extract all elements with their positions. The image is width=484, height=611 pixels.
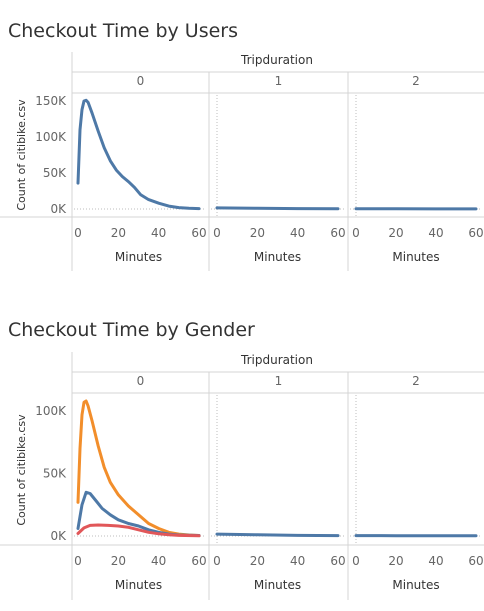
x-tick-label: 60 bbox=[191, 226, 206, 240]
x-tick-label: 20 bbox=[111, 226, 126, 240]
x-tick-label: 20 bbox=[388, 554, 403, 568]
x-axis-title: Minutes bbox=[115, 250, 162, 264]
x-tick-label: 40 bbox=[290, 554, 305, 568]
column-header: Tripduration bbox=[240, 53, 313, 67]
chart-title-users: Checkout Time by Users bbox=[8, 20, 239, 42]
x-tick-label: 60 bbox=[468, 554, 483, 568]
x-tick-label: 20 bbox=[388, 226, 403, 240]
y-tick-label: 150K bbox=[35, 94, 67, 108]
x-tick-label: 0 bbox=[74, 554, 82, 568]
column-header: Tripduration bbox=[240, 353, 313, 367]
x-tick-label: 0 bbox=[213, 226, 221, 240]
y-tick-label: 50K bbox=[43, 166, 67, 180]
series-line bbox=[76, 98, 201, 211]
panel-label-2: 2 bbox=[412, 74, 420, 88]
x-tick-label: 60 bbox=[330, 226, 345, 240]
panel-label-0: 0 bbox=[137, 74, 145, 88]
x-tick-label: 0 bbox=[213, 554, 221, 568]
x-axis-title: Minutes bbox=[392, 250, 439, 264]
series-line bbox=[76, 523, 201, 538]
x-tick-label: 40 bbox=[151, 226, 166, 240]
x-tick-label: 40 bbox=[428, 554, 443, 568]
y-tick-label: 0K bbox=[50, 202, 67, 216]
panel-label-2: 2 bbox=[412, 374, 420, 388]
x-tick-label: 60 bbox=[468, 226, 483, 240]
panel-label-1: 1 bbox=[275, 74, 283, 88]
x-tick-label: 40 bbox=[151, 554, 166, 568]
chart-title-gender: Checkout Time by Gender bbox=[8, 319, 255, 341]
x-tick-label: 60 bbox=[330, 554, 345, 568]
panel-label-1: 1 bbox=[275, 374, 283, 388]
x-tick-label: 0 bbox=[352, 226, 360, 240]
series-line bbox=[215, 206, 340, 211]
x-tick-label: 20 bbox=[250, 226, 265, 240]
panel-label-0: 0 bbox=[137, 374, 145, 388]
x-tick-label: 40 bbox=[428, 226, 443, 240]
series-line bbox=[215, 532, 340, 538]
x-axis-title: Minutes bbox=[254, 578, 301, 592]
y-tick-label: 100K bbox=[35, 130, 67, 144]
x-tick-label: 20 bbox=[250, 554, 265, 568]
y-tick-label: 100K bbox=[35, 404, 67, 418]
y-axis-title: Count of citibike.csv bbox=[15, 414, 28, 526]
y-axis-title: Count of citibike.csv bbox=[15, 99, 28, 211]
y-tick-label: 0K bbox=[50, 529, 67, 543]
x-axis-title: Minutes bbox=[115, 578, 162, 592]
x-axis-title: Minutes bbox=[392, 578, 439, 592]
series-line bbox=[76, 399, 201, 537]
x-tick-label: 40 bbox=[290, 226, 305, 240]
x-tick-label: 0 bbox=[74, 226, 82, 240]
y-tick-label: 50K bbox=[43, 467, 67, 481]
x-tick-label: 20 bbox=[111, 554, 126, 568]
x-tick-label: 60 bbox=[191, 554, 206, 568]
x-tick-label: 0 bbox=[352, 554, 360, 568]
x-axis-title: Minutes bbox=[254, 250, 301, 264]
